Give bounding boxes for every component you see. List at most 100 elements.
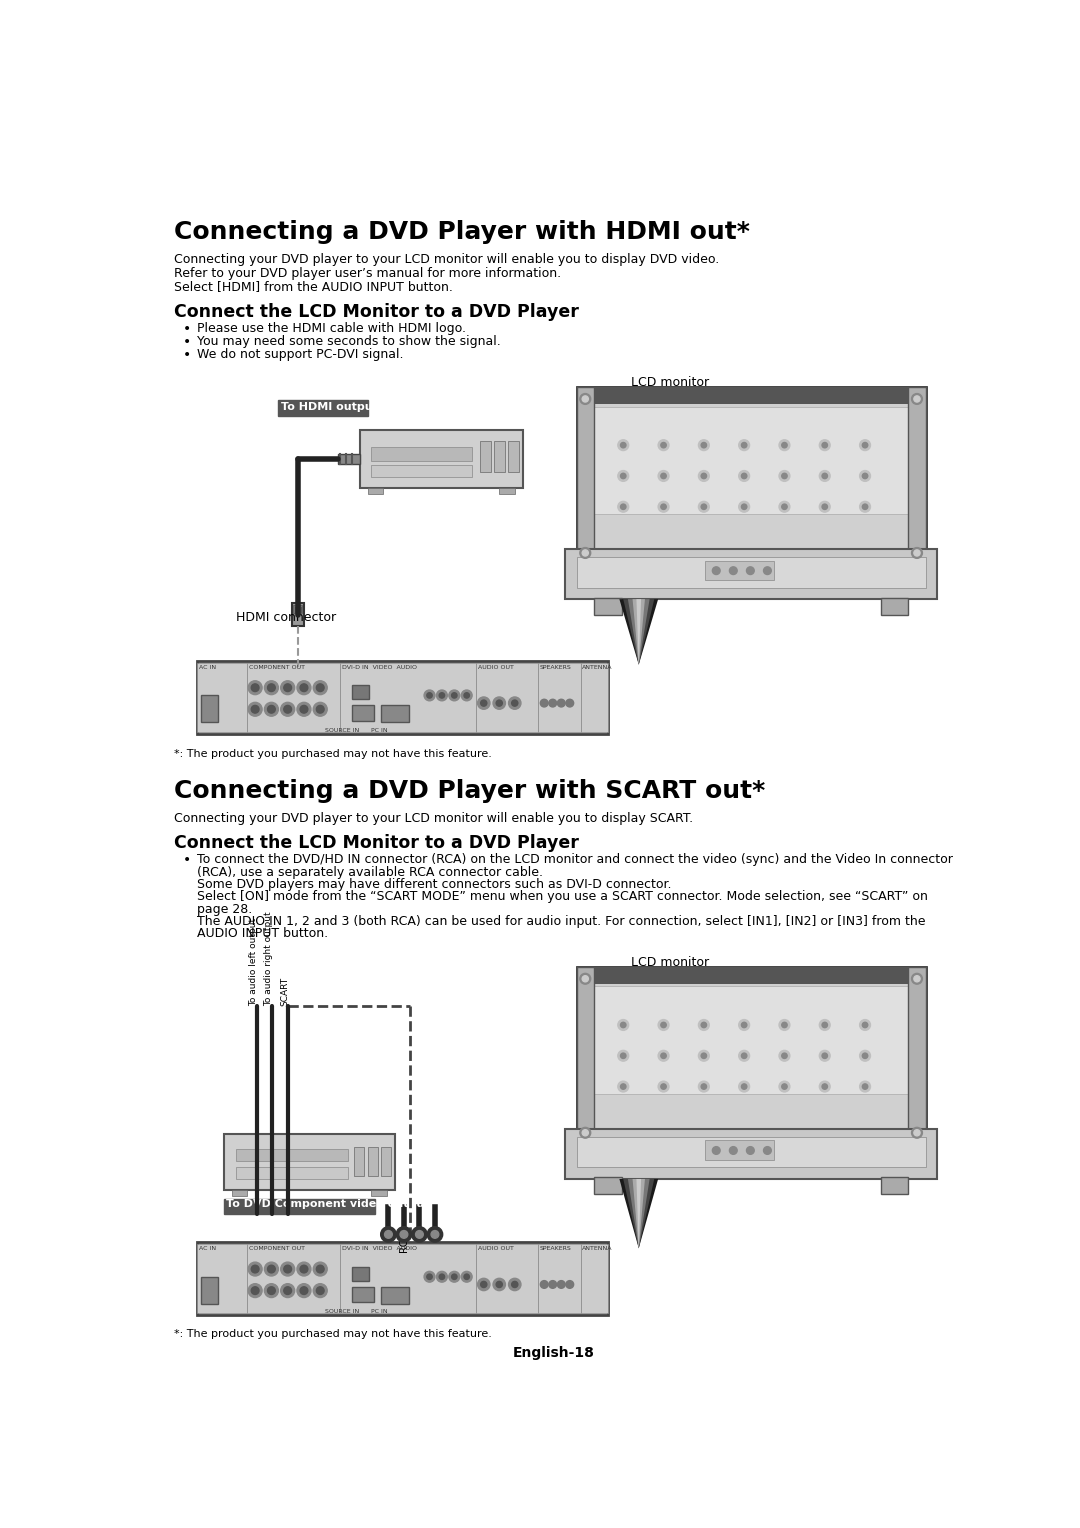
- Circle shape: [284, 1265, 292, 1273]
- Circle shape: [914, 550, 920, 556]
- Circle shape: [658, 1019, 669, 1030]
- Circle shape: [481, 1282, 487, 1288]
- Polygon shape: [619, 1180, 658, 1248]
- Text: SCART: SCART: [280, 976, 289, 1005]
- Polygon shape: [633, 1180, 645, 1248]
- Circle shape: [618, 1082, 629, 1093]
- Text: ANTENNA: ANTENNA: [582, 1245, 612, 1251]
- Bar: [381, 1287, 408, 1303]
- Circle shape: [396, 1227, 411, 1242]
- Bar: [235, 1167, 348, 1180]
- Circle shape: [779, 1019, 789, 1030]
- Circle shape: [701, 1022, 706, 1028]
- Text: *: The product you purchased may not have this feature.: *: The product you purchased may not hav…: [174, 749, 491, 759]
- Bar: [372, 1190, 387, 1196]
- Circle shape: [860, 1050, 870, 1060]
- Circle shape: [742, 443, 747, 448]
- Circle shape: [742, 1022, 747, 1028]
- Circle shape: [860, 471, 870, 481]
- Circle shape: [739, 501, 750, 512]
- Text: To DVD Component video output: To DVD Component video output: [227, 1199, 430, 1209]
- Text: We do not support PC-DVI signal.: We do not support PC-DVI signal.: [197, 348, 404, 361]
- Bar: [594, 1178, 622, 1195]
- Circle shape: [746, 567, 754, 575]
- Circle shape: [618, 501, 629, 512]
- Circle shape: [316, 1265, 324, 1273]
- Circle shape: [284, 1287, 292, 1294]
- Circle shape: [739, 1050, 750, 1060]
- Bar: [577, 967, 594, 1144]
- Bar: [494, 442, 504, 472]
- Circle shape: [618, 1050, 629, 1060]
- Circle shape: [481, 700, 487, 706]
- Circle shape: [566, 1280, 573, 1288]
- Circle shape: [265, 681, 279, 695]
- Circle shape: [297, 681, 311, 695]
- Circle shape: [661, 1053, 666, 1059]
- Circle shape: [265, 1284, 279, 1297]
- Circle shape: [699, 440, 710, 451]
- Bar: [581, 663, 608, 732]
- Text: Some DVD players may have different connectors such as DVI-D connector.: Some DVD players may have different conn…: [197, 879, 672, 891]
- Polygon shape: [633, 599, 645, 665]
- Circle shape: [284, 685, 292, 692]
- Circle shape: [914, 1129, 920, 1135]
- Circle shape: [582, 396, 589, 402]
- Circle shape: [300, 1265, 308, 1273]
- Circle shape: [912, 1128, 922, 1138]
- FancyBboxPatch shape: [225, 1199, 375, 1215]
- Circle shape: [461, 691, 472, 701]
- Circle shape: [782, 443, 787, 448]
- Circle shape: [782, 474, 787, 478]
- Circle shape: [658, 440, 669, 451]
- Bar: [201, 695, 218, 723]
- Text: RCA: RCA: [399, 1230, 408, 1251]
- Circle shape: [862, 1022, 867, 1028]
- Bar: [476, 1244, 538, 1313]
- Bar: [704, 561, 774, 581]
- Circle shape: [860, 1082, 870, 1093]
- Circle shape: [742, 1083, 747, 1089]
- Text: Connect the LCD Monitor to a DVD Player: Connect the LCD Monitor to a DVD Player: [174, 834, 579, 853]
- Text: PC IN: PC IN: [372, 727, 388, 733]
- Circle shape: [822, 504, 827, 509]
- Circle shape: [461, 1271, 472, 1282]
- Polygon shape: [619, 599, 658, 665]
- Text: LCD monitor: LCD monitor: [631, 376, 710, 388]
- Polygon shape: [636, 1180, 642, 1248]
- Text: AUDIO OUT: AUDIO OUT: [477, 665, 513, 669]
- Circle shape: [764, 1146, 771, 1154]
- Circle shape: [621, 1022, 626, 1028]
- Circle shape: [451, 692, 457, 698]
- FancyBboxPatch shape: [279, 400, 367, 416]
- Text: Connecting a DVD Player with SCART out*: Connecting a DVD Player with SCART out*: [174, 779, 765, 804]
- Text: Connecting a DVD Player with HDMI out*: Connecting a DVD Player with HDMI out*: [174, 220, 750, 244]
- Text: AC IN: AC IN: [199, 1245, 216, 1251]
- Bar: [354, 1146, 364, 1177]
- Circle shape: [248, 1262, 262, 1276]
- Circle shape: [820, 1050, 831, 1060]
- Bar: [499, 487, 515, 494]
- Text: AUDIO INPUT button.: AUDIO INPUT button.: [197, 927, 328, 940]
- Text: Please use the HDMI cable with HDMI logo.: Please use the HDMI cable with HDMI logo…: [197, 322, 465, 335]
- Bar: [577, 967, 926, 1144]
- Circle shape: [621, 504, 626, 509]
- Bar: [201, 1277, 218, 1303]
- Text: HDMI connector: HDMI connector: [235, 611, 336, 623]
- Circle shape: [699, 501, 710, 512]
- Circle shape: [281, 681, 295, 695]
- Bar: [367, 1146, 378, 1177]
- Circle shape: [496, 1282, 502, 1288]
- Circle shape: [464, 1274, 470, 1279]
- Bar: [908, 967, 926, 1144]
- Circle shape: [820, 471, 831, 481]
- Circle shape: [316, 1287, 324, 1294]
- Circle shape: [540, 1280, 548, 1288]
- Circle shape: [509, 697, 521, 709]
- Text: PC IN: PC IN: [372, 1309, 388, 1314]
- Bar: [577, 388, 926, 564]
- Circle shape: [512, 700, 517, 706]
- Circle shape: [862, 474, 867, 478]
- Circle shape: [820, 440, 831, 451]
- Circle shape: [440, 692, 445, 698]
